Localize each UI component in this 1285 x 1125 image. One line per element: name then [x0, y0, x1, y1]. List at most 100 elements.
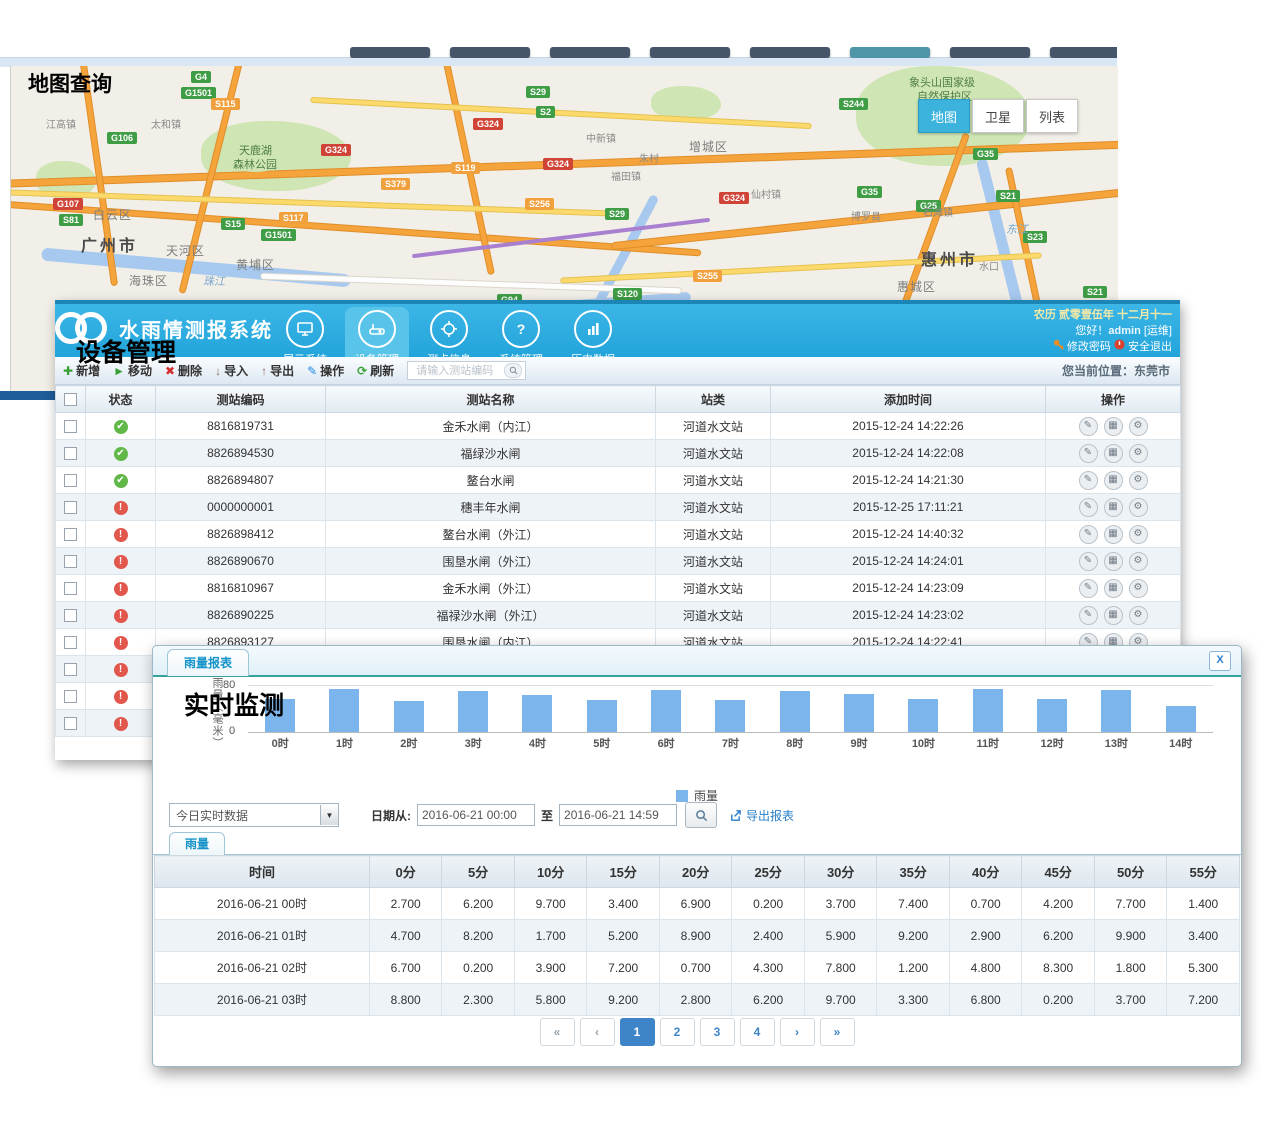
settings-icon[interactable]: ⚙: [1128, 416, 1148, 436]
row-checkbox[interactable]: [64, 636, 77, 650]
settings-icon[interactable]: ⚙: [1128, 443, 1148, 463]
device-table-row: ! 8826898412 鳌台水闸（外江） 河道水文站 2015-12-24 14:40…: [55, 520, 1181, 548]
row-checkbox[interactable]: [64, 690, 77, 704]
rainfall-bar[interactable]: [844, 694, 875, 732]
row-operations-cell: ✎ ▦ ⚙: [1045, 466, 1181, 494]
rainfall-bar[interactable]: [972, 689, 1003, 732]
row-checkbox[interactable]: [64, 555, 77, 569]
settings-icon[interactable]: ⚙: [1128, 497, 1148, 517]
select-all-header[interactable]: [55, 385, 86, 413]
browser-tab-stub[interactable]: [450, 47, 530, 58]
calendar-icon[interactable]: ▦: [1103, 578, 1123, 598]
calendar-icon[interactable]: ▦: [1103, 497, 1123, 517]
row-checkbox[interactable]: [64, 447, 77, 461]
rain-value-cell: 8.900: [658, 919, 733, 952]
rainfall-bar[interactable]: [908, 699, 939, 732]
date-to-input[interactable]: [559, 804, 678, 826]
settings-icon[interactable]: ⚙: [1128, 524, 1148, 544]
export-report-label: 导出报表: [746, 808, 795, 823]
row-checkbox[interactable]: [64, 609, 77, 623]
logout-link[interactable]: 安全退出: [1114, 339, 1172, 353]
row-checkbox[interactable]: [64, 420, 77, 434]
rainfall-bar[interactable]: [522, 695, 553, 732]
calendar-icon[interactable]: ▦: [1103, 443, 1123, 463]
rainfall-bar[interactable]: [586, 700, 617, 732]
search-button[interactable]: [685, 802, 718, 828]
edit-icon[interactable]: ✎: [1078, 524, 1098, 544]
edit-icon[interactable]: ✎: [1078, 416, 1098, 436]
road-badge: S117: [279, 212, 308, 224]
calendar-icon[interactable]: ▦: [1103, 551, 1123, 571]
change-password-link[interactable]: 修改密码: [1053, 339, 1114, 353]
rainfall-bar[interactable]: [1165, 706, 1196, 732]
browser-tab-stub[interactable]: [350, 47, 430, 58]
pagination-button[interactable]: «: [539, 1018, 575, 1046]
rainfall-bar[interactable]: [458, 691, 489, 732]
pagination-button[interactable]: 2: [659, 1018, 695, 1046]
browser-tab-stub[interactable]: [950, 47, 1030, 58]
browser-tab-stub[interactable]: [650, 47, 730, 58]
refresh-button[interactable]: ⟳ 刷新: [357, 362, 394, 379]
pagination-button[interactable]: 3: [699, 1018, 735, 1046]
settings-icon[interactable]: ⚙: [1128, 605, 1148, 625]
export-report-link[interactable]: 导出报表: [729, 807, 794, 824]
tab-rain[interactable]: 雨量: [169, 832, 226, 855]
export-button[interactable]: ↑ 导出: [261, 362, 294, 379]
station-search-input[interactable]: [414, 363, 505, 378]
tab-rainfall-report[interactable]: 雨量报表: [167, 649, 250, 676]
rainfall-bar[interactable]: [329, 689, 360, 732]
edit-icon[interactable]: ✎: [1078, 443, 1098, 463]
select-all-checkbox[interactable]: [64, 393, 77, 407]
edit-icon[interactable]: ✎: [1078, 578, 1098, 598]
calendar-icon[interactable]: ▦: [1103, 605, 1123, 625]
map-view-button[interactable]: 卫星: [972, 99, 1024, 133]
map-view-button[interactable]: 列表: [1026, 99, 1078, 133]
legend-swatch: [675, 790, 688, 802]
map-view-button[interactable]: 地图: [918, 99, 970, 133]
rainfall-bar[interactable]: [651, 690, 682, 732]
data-mode-select[interactable]: 今日实时数据 ▼: [169, 803, 339, 827]
pagination-button[interactable]: 1: [619, 1018, 655, 1046]
rainfall-bar[interactable]: [715, 700, 746, 732]
settings-icon[interactable]: ⚙: [1128, 578, 1148, 598]
pagination-button[interactable]: »: [819, 1018, 855, 1046]
rainfall-bar[interactable]: [265, 699, 296, 732]
road-badge: S23: [1023, 231, 1048, 243]
import-button[interactable]: ↓ 导入: [215, 362, 248, 379]
rainfall-bar[interactable]: [1037, 699, 1068, 732]
rainfall-bar[interactable]: [779, 691, 810, 732]
row-checkbox[interactable]: [64, 501, 77, 515]
edit-icon[interactable]: ✎: [1078, 551, 1098, 571]
close-icon[interactable]: X: [1209, 651, 1231, 671]
rainfall-bar[interactable]: [393, 701, 424, 732]
calendar-icon[interactable]: ▦: [1103, 470, 1123, 490]
pagination-button[interactable]: ‹: [579, 1018, 615, 1046]
row-checkbox[interactable]: [64, 528, 77, 542]
edit-icon[interactable]: ✎: [1078, 470, 1098, 490]
delete-button[interactable]: ✖ 删除: [165, 362, 202, 379]
rain-value-cell: 0.200: [731, 887, 805, 920]
pagination-button[interactable]: ›: [779, 1018, 815, 1046]
edit-icon[interactable]: ✎: [1078, 497, 1098, 517]
calendar-icon[interactable]: ▦: [1103, 416, 1123, 436]
pagination-button[interactable]: 4: [739, 1018, 775, 1046]
move-button[interactable]: ► 移动: [113, 362, 152, 379]
settings-icon[interactable]: ⚙: [1128, 551, 1148, 571]
browser-tab-stub[interactable]: [750, 47, 830, 58]
browser-tab-stub[interactable]: [1050, 47, 1117, 58]
browser-tab-stub[interactable]: [550, 47, 630, 58]
date-from-input[interactable]: [417, 804, 535, 826]
operate-button[interactable]: ✎ 操作: [307, 362, 344, 379]
row-checkbox[interactable]: [64, 717, 77, 731]
settings-icon[interactable]: ⚙: [1128, 470, 1148, 490]
row-checkbox[interactable]: [64, 663, 77, 677]
chevron-down-icon[interactable]: ▼: [320, 805, 338, 825]
rainfall-bar[interactable]: [1101, 690, 1132, 732]
add-button[interactable]: ✚ 新增: [63, 362, 100, 379]
search-icon[interactable]: [504, 363, 523, 378]
calendar-icon[interactable]: ▦: [1103, 524, 1123, 544]
browser-tab-stub[interactable]: [850, 47, 930, 58]
row-checkbox[interactable]: [64, 582, 77, 596]
row-checkbox[interactable]: [64, 474, 77, 488]
edit-icon[interactable]: ✎: [1078, 605, 1098, 625]
